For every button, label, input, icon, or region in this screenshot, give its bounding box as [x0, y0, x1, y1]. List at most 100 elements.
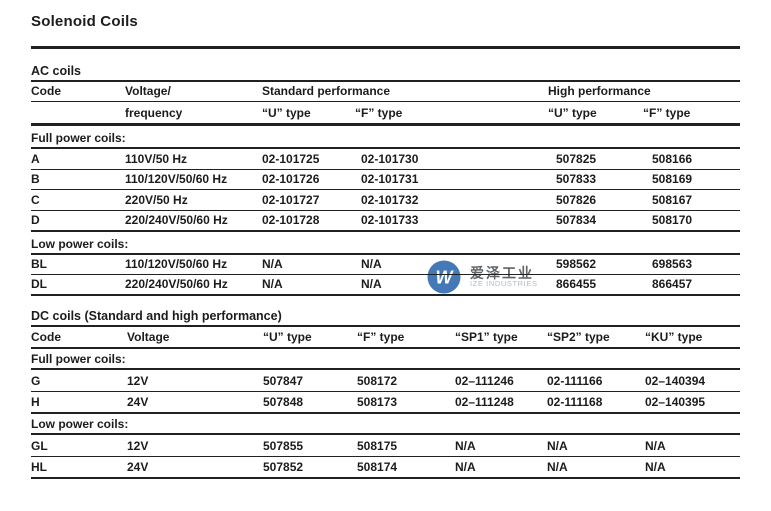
header-cell: “SP1” type	[455, 329, 518, 344]
table-cell: N/A	[547, 438, 568, 453]
table-row: H 24V 507848 508173 02–111248 02-111168 02–140…	[31, 392, 740, 414]
header-cell: Standard performance	[262, 84, 391, 98]
table-cell: 507833	[556, 172, 597, 186]
table-cell: 508166	[652, 151, 693, 166]
table-cell: 507825	[556, 151, 597, 166]
section-title: DC coils (Standard and high performance)	[31, 309, 282, 323]
table-cell: 02-111166	[547, 373, 603, 388]
table-cell: 110/120V/50/60 Hz	[125, 257, 228, 271]
header-cell: Voltage	[127, 329, 170, 344]
table-cell: 698563	[652, 257, 693, 271]
table-row: B 110/120V/50/60 Hz 02-101726 02-101731 5078…	[31, 170, 740, 190]
table-cell: 507848	[263, 394, 304, 409]
group-label: Full power coils:	[31, 131, 126, 145]
table-cell: 02-101730	[361, 151, 419, 166]
group-label-row: Low power coils:	[31, 232, 740, 255]
section-title: AC coils	[31, 64, 82, 78]
dc-coils-table: DC coils (Standard and high performance)…	[31, 309, 740, 479]
table-cell: N/A	[645, 438, 666, 453]
table-cell: 507847	[263, 373, 304, 388]
table-cell: 507852	[263, 459, 304, 474]
table-row: HL 24V 507852 508174 N/A N/A N/A	[31, 457, 740, 479]
table-cell: N/A	[547, 459, 568, 474]
table-cell: 220V/50 Hz	[125, 192, 188, 207]
header-row: Code Voltage “U” type “F” type “SP1” type “SP…	[31, 327, 740, 349]
watermark: W 爱泽工业 IZE INDUSTRIES	[427, 260, 538, 294]
table-cell: N/A	[645, 459, 666, 474]
svg-text:W: W	[436, 268, 455, 288]
header-cell: frequency	[125, 106, 183, 120]
table-cell: N/A	[361, 257, 382, 271]
table-cell: 220/240V/50/60 Hz	[125, 277, 228, 291]
group-label-row: Full power coils:	[31, 349, 740, 370]
table-row: DL 220/240V/50/60 Hz N/A N/A 866455 866457	[31, 275, 740, 296]
header-cell: “U” type	[262, 106, 311, 120]
header-cell: “F” type	[355, 106, 403, 120]
table-cell: N/A	[455, 438, 476, 453]
header-cell: Code	[31, 84, 61, 98]
header-cell: “U” type	[263, 329, 312, 344]
table-cell: 02–140395	[645, 394, 706, 409]
table-cell: N/A	[361, 277, 382, 291]
table-cell: 508174	[357, 459, 398, 474]
table-cell: 02-101725	[262, 151, 320, 166]
table-cell: 507855	[263, 438, 304, 453]
watermark-en-text: IZE INDUSTRIES	[470, 279, 538, 289]
table-cell: 24V	[127, 394, 149, 409]
table-cell: A	[31, 151, 40, 166]
table-cell: 02-101731	[361, 172, 419, 186]
table-row: BL 110/120V/50/60 Hz N/A N/A 598562 698563	[31, 255, 740, 275]
table-cell: 508173	[357, 394, 398, 409]
table-cell: HL	[31, 459, 47, 474]
table-cell: 02-111168	[547, 394, 603, 409]
table-row: C 220V/50 Hz 02-101727 02-101732 507826 50816…	[31, 190, 740, 211]
page-title: Solenoid Coils	[31, 13, 138, 30]
header-row: frequency “U” type “F” type “U” type “F” typ…	[31, 102, 740, 126]
table-cell: 110/120V/50/60 Hz	[125, 172, 228, 186]
table-cell: 508170	[652, 212, 693, 227]
header-cell: “F” type	[643, 106, 691, 120]
table-cell: C	[31, 192, 40, 207]
table-cell: 02-101727	[262, 192, 320, 207]
group-label-row: Low power coils:	[31, 414, 740, 435]
table-cell: 508169	[652, 172, 693, 186]
section-title-row: AC coils	[31, 60, 740, 82]
table-row: GL 12V 507855 508175 N/A N/A N/A	[31, 435, 740, 457]
table-cell: GL	[31, 438, 48, 453]
table-cell: N/A	[262, 277, 283, 291]
table-cell: 02-101726	[262, 172, 320, 186]
table-cell: N/A	[262, 257, 283, 271]
title-rule	[31, 46, 740, 49]
ac-coils-table: AC coils Code Voltage/Standard performance…	[31, 60, 740, 296]
table-row: A 110V/50 Hz 02-101725 02-101730 507825 50816…	[31, 149, 740, 170]
table-cell: B	[31, 172, 40, 186]
header-cell: “F” type	[357, 329, 405, 344]
table-cell: 507826	[556, 192, 597, 207]
table-cell: G	[31, 373, 41, 388]
ize-logo-icon: W	[427, 260, 461, 294]
table-cell: 508175	[357, 438, 398, 453]
header-cell	[31, 120, 125, 123]
group-label: Full power coils:	[31, 351, 126, 366]
table-cell: 02-101728	[262, 212, 320, 227]
table-cell: 220/240V/50/60 Hz	[125, 212, 228, 227]
section-title-row: DC coils (Standard and high performance)	[31, 309, 740, 327]
table-cell: 508167	[652, 192, 693, 207]
table-cell: 866455	[556, 277, 597, 291]
table-cell: 02-101732	[361, 192, 419, 207]
header-cell: Code	[31, 329, 61, 344]
group-label: Low power coils:	[31, 416, 129, 431]
table-cell: 02-101733	[361, 212, 419, 227]
table-cell: 866457	[652, 277, 693, 291]
table-cell: DL	[31, 277, 47, 291]
table-cell: 508172	[357, 373, 398, 388]
header-cell: Voltage/	[125, 84, 171, 98]
table-cell: 24V	[127, 459, 149, 474]
table-cell: 12V	[127, 373, 149, 388]
header-row: Code Voltage/Standard performance High per…	[31, 82, 740, 102]
table-cell: D	[31, 212, 40, 227]
header-cell: “KU” type	[645, 329, 703, 344]
header-cell: “SP2” type	[547, 329, 610, 344]
header-cell: “U” type	[548, 106, 597, 120]
